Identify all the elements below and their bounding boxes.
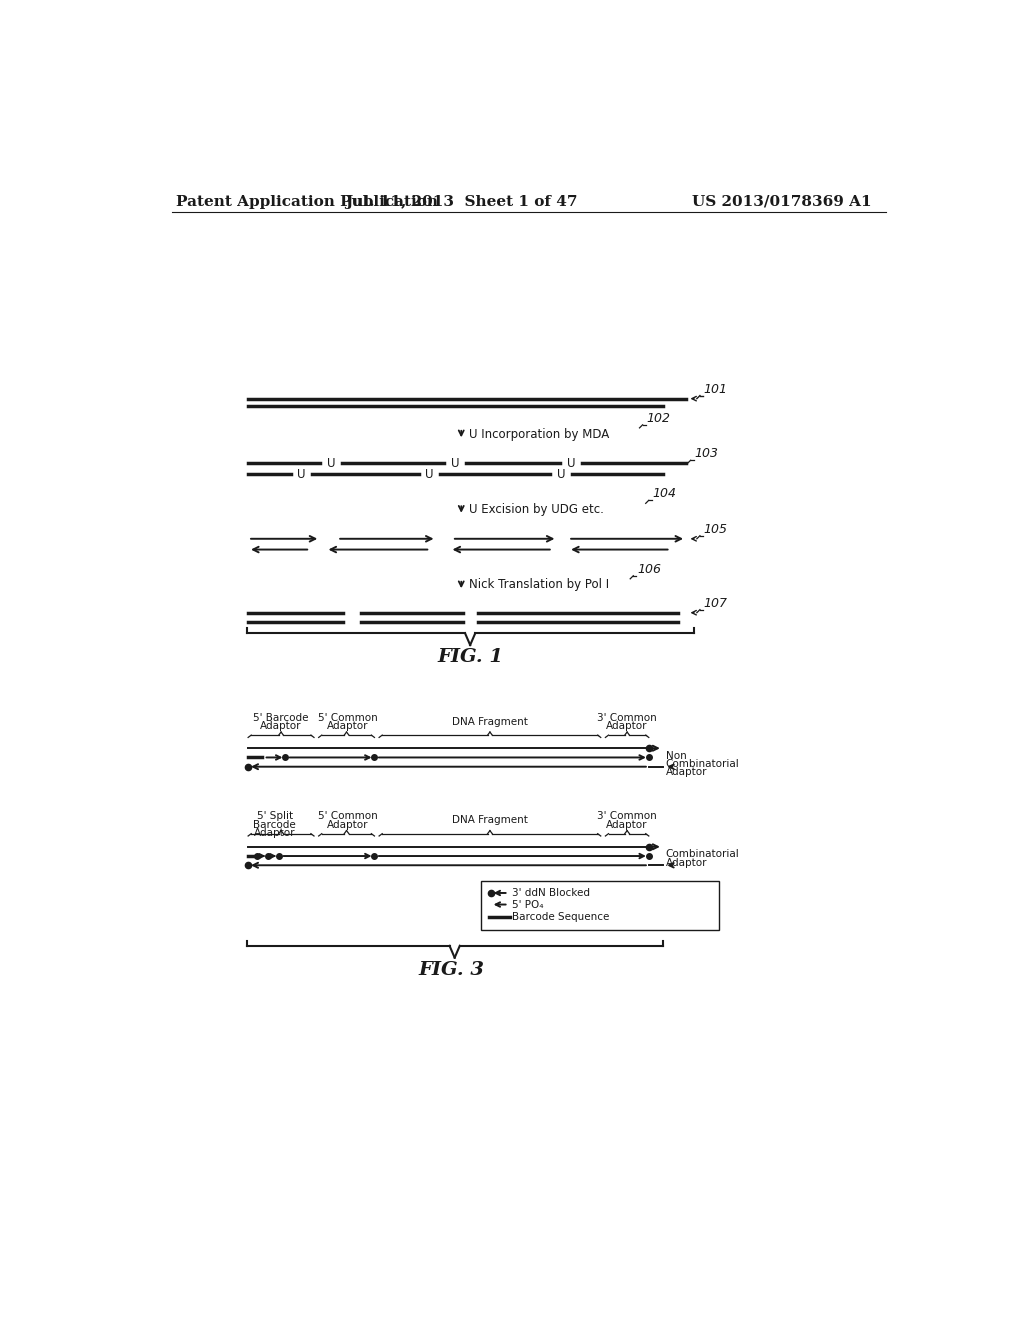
- Text: 3' ddN Blocked: 3' ddN Blocked: [512, 888, 591, 898]
- Text: 102: 102: [646, 412, 671, 425]
- Text: 101: 101: [703, 383, 728, 396]
- Text: U: U: [557, 467, 565, 480]
- Text: 5' PO₄: 5' PO₄: [512, 899, 544, 909]
- Text: Adaptor: Adaptor: [328, 820, 369, 830]
- Text: Adaptor: Adaptor: [666, 858, 708, 867]
- Text: Adaptor: Adaptor: [606, 721, 648, 731]
- Text: Adaptor: Adaptor: [260, 721, 302, 731]
- Text: FIG. 1: FIG. 1: [437, 648, 503, 667]
- Text: US 2013/0178369 A1: US 2013/0178369 A1: [692, 194, 872, 209]
- Text: U: U: [297, 467, 306, 480]
- Text: Adaptor: Adaptor: [666, 767, 708, 777]
- Text: 107: 107: [703, 597, 728, 610]
- Text: 3' Common: 3' Common: [597, 713, 657, 723]
- Text: 5' Common: 5' Common: [318, 713, 378, 723]
- Text: U: U: [327, 457, 335, 470]
- Text: U: U: [451, 457, 460, 470]
- Text: U Excision by UDG etc.: U Excision by UDG etc.: [469, 503, 604, 516]
- Text: 104: 104: [652, 487, 677, 500]
- Text: Barcode: Barcode: [254, 820, 296, 830]
- Text: 5' Barcode: 5' Barcode: [253, 713, 309, 723]
- Text: 5' Split: 5' Split: [257, 812, 293, 821]
- Text: FIG. 3: FIG. 3: [419, 961, 484, 979]
- Text: U: U: [567, 457, 575, 470]
- Text: Patent Application Publication: Patent Application Publication: [176, 194, 438, 209]
- Text: Jul. 11, 2013  Sheet 1 of 47: Jul. 11, 2013 Sheet 1 of 47: [345, 194, 578, 209]
- Text: Nick Translation by Pol I: Nick Translation by Pol I: [469, 578, 609, 591]
- Text: 105: 105: [703, 523, 728, 536]
- Text: 106: 106: [637, 562, 662, 576]
- Text: Combinatorial: Combinatorial: [666, 759, 739, 770]
- Text: U: U: [425, 467, 434, 480]
- Text: 3' Common: 3' Common: [597, 812, 657, 821]
- Text: DNA Fragment: DNA Fragment: [452, 816, 527, 825]
- Text: Non: Non: [666, 751, 687, 760]
- Text: U Incorporation by MDA: U Incorporation by MDA: [469, 428, 609, 441]
- Text: 103: 103: [694, 447, 719, 461]
- Text: Barcode Sequence: Barcode Sequence: [512, 912, 609, 921]
- Text: Combinatorial: Combinatorial: [666, 849, 739, 859]
- FancyBboxPatch shape: [481, 880, 719, 929]
- Text: DNA Fragment: DNA Fragment: [452, 717, 527, 726]
- Text: Adaptor: Adaptor: [606, 820, 648, 830]
- Text: Adaptor: Adaptor: [328, 721, 369, 731]
- Text: Adaptor: Adaptor: [254, 829, 296, 838]
- Text: 5' Common: 5' Common: [318, 812, 378, 821]
